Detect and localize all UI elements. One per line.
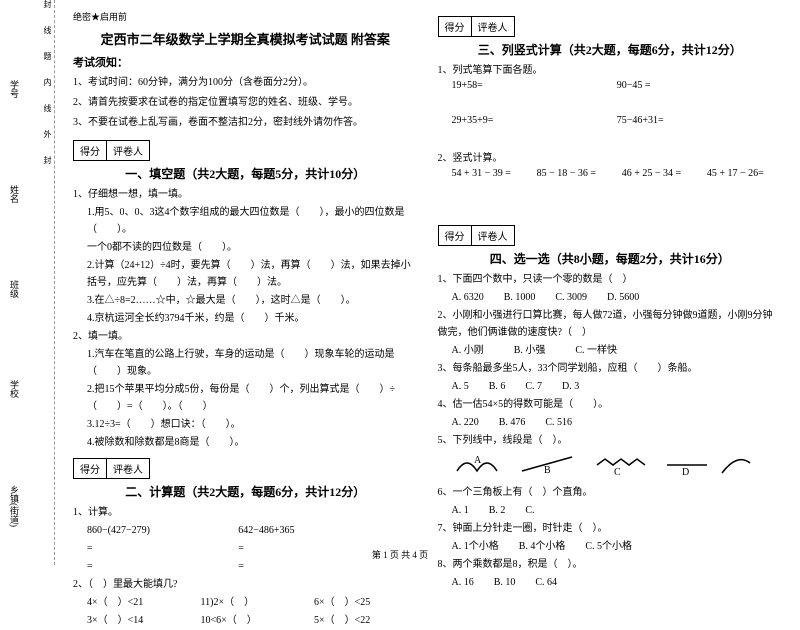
s4q6o: A. 1 B. 2 C. [438,502,783,519]
q1b: 一个0都不读的四位数是（ ）。 [73,239,418,256]
q1a: 1.用5、0、0、3这4个数字组成的最大四位数是（ ），最小的四位数是（ ）。 [73,204,418,238]
c-b2: 85 − 18 − 36 = [537,168,612,179]
section-3-heading: 三、列竖式计算（共2大题，每题6分，共计12分） [438,41,783,58]
notice-heading: 考试须知： [73,54,418,70]
left-column: 绝密★启用前 定西市二年级数学上学期全真模拟考试试题 附答案 考试须知： 1、考… [63,10,428,565]
q2b: 2.把15个苹果平均分成5份，每份是（ ）个，列出算式是（ ）÷（ ）=（ ）。… [73,381,418,415]
opt-c: C [614,467,621,475]
s4q4o: A. 220 B. 476 C. 516 [438,414,783,431]
grader-label: 评卷人 [107,459,149,478]
s3q1: 1、列式笔算下面各题。 [438,62,783,79]
s4q8o: A. 16 B. 10 C. 64 [438,574,783,591]
opt-b: B [544,465,551,475]
notice-1: 1、考试时间：60分钟，满分为100分（含卷面分2分）。 [73,74,418,92]
score-box-1: 得分 评卷人 [73,140,150,161]
notice-2: 2、请首先按要求在试卷的指定位置填写您的姓名、班级、学号。 [73,94,418,112]
secret-label: 绝密★启用前 [73,10,418,23]
score-label: 得分 [439,226,472,245]
q1e: 4.京杭运河全长约3794千米，约是（ ）千米。 [73,310,418,327]
main-content: 绝密★启用前 定西市二年级数学上学期全真模拟考试试题 附答案 考试须知： 1、考… [55,0,800,565]
s4q1o: A. 6320 B. 1000 C. 3009 D. 5600 [438,289,783,306]
score-label: 得分 [74,141,107,160]
grader-label: 评卷人 [472,226,514,245]
r2a: 3×（ ）<14 [87,612,191,629]
q2d: 4.被除数和除数都是8商是（ ）。 [73,434,418,451]
s3q2: 2、竖式计算。 [438,150,783,167]
r2b: 10<6×（ ） [201,612,305,629]
label-name: 姓名 [8,185,21,203]
q1d: 3.在△÷8=2……☆中，☆最大是（ ），这时△是（ ）。 [73,292,418,309]
line-options: A B C D [452,453,783,478]
s4q3: 3、每条船最多坐5人，33个同学划船，应租（ ）条船。 [438,360,783,377]
q1: 1、仔细想一想，填一填。 [73,186,418,203]
line-svg: A B C D [452,453,752,475]
section-4-heading: 四、选一选（共8小题，每题2分，共计16分） [438,250,783,267]
label-township: 乡镇(街道) [8,485,21,527]
right-column: 得分 评卷人 三、列竖式计算（共2大题，每题6分，共计12分） 1、列式笔算下面… [428,10,793,565]
s4q2: 2、小刚和小强进行口算比赛，每人做72道，小强每分钟做9道题，小刚9分钟做完，他… [438,307,783,341]
s4q3o: A. 5 B. 6 C. 7 D. 3 [438,378,783,395]
opt-d: D [682,467,689,475]
notice-3: 3、不要在试卷上乱写画，卷面不整洁扣2分，密封线外请勿作答。 [73,114,418,132]
s4q7: 7、钟面上分针走一圈，时针走（ ）。 [438,520,783,537]
s4q4: 4、估一估54×5的得数可能是（ ）。 [438,396,783,413]
r1a: 4×（ ）<21 [87,594,191,611]
s4q1: 1、下面四个数中，只读一个零的数是（ ） [438,271,783,288]
c-b4: 45 + 17 − 26= [707,168,782,179]
c-a1: 19+58= [452,80,617,91]
calc-1b: 642−486+365 [238,522,387,539]
r1c: 6×（ ）<25 [314,594,418,611]
r2c: 5×（ ）<22 [314,612,418,629]
label-class: 班级 [8,280,21,298]
s4q6: 6、一个三角板上有（ ）个直角。 [438,484,783,501]
s2q1: 1、计算。 [73,504,418,521]
c-a2: 90−45 = [617,80,782,91]
s4q2o: A. 小刚 B. 小强 C. 一样快 [438,342,783,359]
binding-text: 封线题内线外封 [42,0,53,565]
label-number: 学号 [8,80,21,98]
label-school: 学校 [8,380,21,398]
binding-margin: 乡镇(街道) 学校 班级 姓名 学号 封线题内线外封 [0,0,55,565]
c-a3: 29+35+9= [452,115,617,126]
c-a4: 75−46+31= [617,115,782,126]
grader-label: 评卷人 [107,141,149,160]
q2a: 1.汽车在笔直的公路上行驶，车身的运动是（ ）现象车轮的运动是（ ）现象。 [73,346,418,380]
calc-1a: 860−(427−279) [87,522,236,539]
r1b: 11)2×（ ） [201,594,305,611]
q1c: 2.计算（24+12）÷4时，要先算（ ）法，再算（ ）法，如果去掉小括号，应先… [73,257,418,291]
score-box-4: 得分 评卷人 [438,225,515,246]
exam-title: 定西市二年级数学上学期全真模拟考试试题 附答案 [73,29,418,48]
score-label: 得分 [439,17,472,36]
c-b1: 54 + 31 − 39 = [452,168,527,179]
section-1-heading: 一、填空题（共2大题，每题5分，共计10分） [73,165,418,182]
score-label: 得分 [74,459,107,478]
c-b3: 46 + 25 − 34 = [622,168,697,179]
s2q2: 2、（ ）里最大能填几? [73,576,418,593]
grader-label: 评卷人 [472,17,514,36]
s4q5: 5、下列线中，线段是（ ）。 [438,432,783,449]
score-box-3: 得分 评卷人 [438,16,515,37]
opt-a: A [474,455,482,466]
section-2-heading: 二、计算题（共2大题，每题6分，共计12分） [73,483,418,500]
score-box-2: 得分 评卷人 [73,458,150,479]
page-footer: 第 1 页 共 4 页 [0,548,800,561]
q2c: 3.12÷3=（ ）想口诀：（ ）。 [73,416,418,433]
q2: 2、填一填。 [73,328,418,345]
